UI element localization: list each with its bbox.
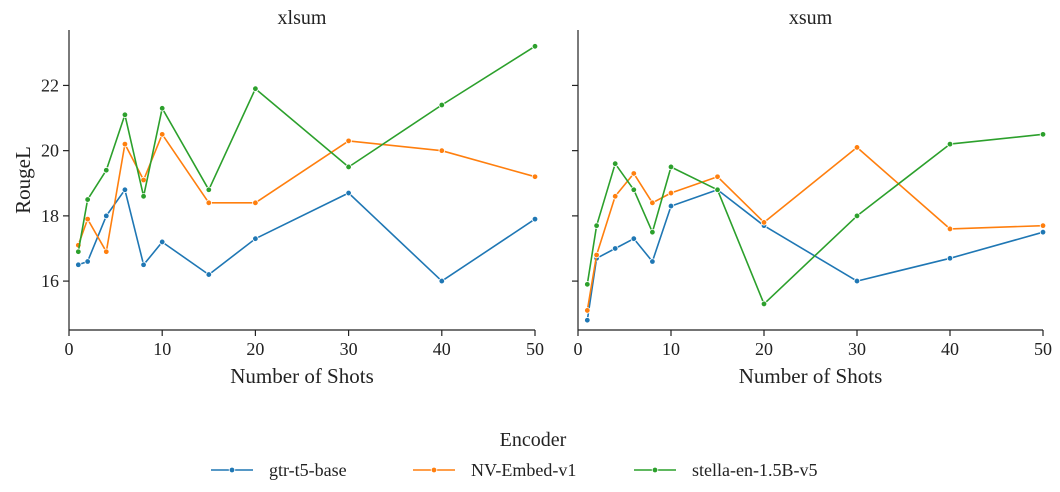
data-point (121, 111, 129, 118)
data-point (946, 140, 954, 148)
data-point (593, 222, 600, 229)
data-point (345, 163, 352, 171)
legend-entry-label: gtr-t5-base (269, 460, 347, 480)
y-tick-label: 16 (41, 271, 59, 291)
data-point (667, 163, 675, 171)
data-point (946, 225, 954, 233)
x-tick-label: 0 (574, 339, 583, 359)
y-axis-label: RougeL (11, 146, 35, 214)
x-axis-label: Number of Shots (739, 364, 883, 388)
series-line-stella-en-1.5B-v5 (77, 45, 536, 252)
x-tick-label: 10 (662, 339, 680, 359)
y-tick-label: 22 (41, 75, 59, 95)
data-point (1039, 131, 1047, 138)
x-axis-label: Number of Shots (230, 364, 374, 388)
legend-swatch-marker (651, 466, 659, 474)
y-tick-label: 20 (41, 141, 59, 161)
data-point (630, 186, 637, 193)
data-point (853, 277, 861, 285)
series-line-NV-Embed-v1 (77, 133, 536, 253)
data-point (84, 258, 91, 265)
data-point (252, 235, 259, 242)
data-point (140, 193, 147, 200)
y-tick-label: 18 (41, 206, 59, 226)
data-point (649, 258, 656, 265)
x-tick-label: 0 (65, 339, 74, 359)
data-point (612, 245, 619, 252)
data-point (121, 186, 129, 193)
data-point (121, 140, 129, 148)
legend-entry-label: stella-en-1.5B-v5 (692, 460, 817, 480)
data-point (714, 173, 721, 180)
data-point (205, 186, 212, 193)
data-point (946, 255, 954, 262)
data-point (853, 144, 861, 151)
data-point (103, 167, 110, 174)
data-point (252, 85, 259, 92)
data-point (158, 105, 166, 112)
data-point (158, 131, 166, 138)
x-tick-label: 30 (340, 339, 358, 359)
data-point (584, 307, 591, 314)
data-point (140, 261, 147, 268)
data-point (1039, 228, 1047, 236)
x-tick-label: 20 (246, 339, 264, 359)
data-point (853, 212, 861, 220)
data-point (630, 170, 637, 177)
series-line-gtr-t5-base (78, 189, 536, 282)
data-point (612, 160, 619, 167)
data-point (667, 189, 675, 197)
data-point (1039, 222, 1047, 229)
data-point (103, 212, 110, 220)
data-point (84, 196, 91, 203)
data-point (75, 248, 82, 255)
data-point (75, 261, 82, 268)
data-point (158, 238, 166, 246)
data-point (205, 199, 212, 207)
series-line-NV-Embed-v1 (586, 146, 1044, 311)
data-point (205, 271, 212, 278)
data-point (714, 186, 721, 193)
data-point (103, 248, 110, 255)
legend-swatch-marker (228, 466, 236, 474)
series-line-stella-en-1.5B-v5 (586, 133, 1044, 305)
x-tick-label: 50 (526, 339, 544, 359)
x-tick-label: 30 (848, 339, 866, 359)
x-tick-label: 50 (1034, 339, 1052, 359)
data-point (252, 199, 259, 207)
data-point (531, 43, 539, 50)
data-point (649, 199, 656, 207)
data-point (584, 317, 591, 324)
data-point (140, 176, 147, 184)
data-point (593, 251, 600, 259)
data-point (438, 277, 445, 285)
legend-swatch-marker (430, 466, 438, 474)
legend-entry-label: NV-Embed-v1 (471, 460, 576, 480)
data-point (630, 235, 637, 242)
data-point (667, 202, 675, 210)
panel-title-xsum: xsum (789, 7, 833, 29)
data-point (584, 281, 591, 288)
data-point (649, 228, 656, 236)
data-point (438, 101, 445, 109)
data-point (345, 137, 352, 145)
data-point (345, 189, 352, 197)
data-point (531, 215, 539, 223)
data-point (438, 147, 445, 154)
data-point (760, 219, 768, 226)
x-tick-label: 20 (755, 339, 773, 359)
panel-title-xlsum: xlsum (278, 7, 327, 29)
x-tick-label: 10 (153, 339, 171, 359)
data-point (531, 173, 539, 180)
x-tick-label: 40 (433, 339, 451, 359)
data-point (84, 215, 91, 223)
data-point (760, 300, 768, 308)
legend-title: Encoder (500, 429, 567, 451)
x-tick-label: 40 (941, 339, 959, 359)
data-point (612, 193, 619, 200)
